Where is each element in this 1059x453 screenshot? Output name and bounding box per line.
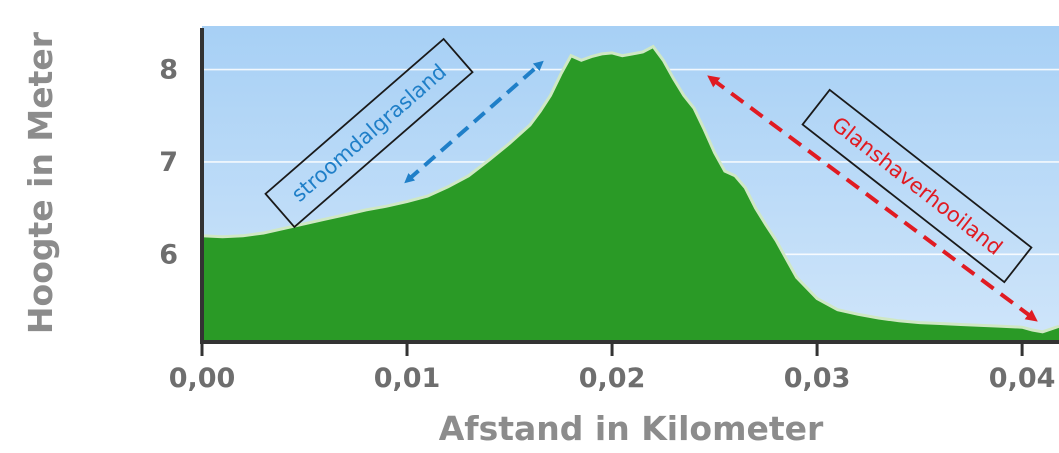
x-tick-labels: 0,00 0,01 0,02 0,03 0,04 bbox=[169, 342, 1056, 394]
y-tick-labels: 6 7 8 bbox=[159, 55, 178, 271]
x-tick-label: 0,03 bbox=[784, 363, 851, 394]
arrow-glanshaverhooiland bbox=[707, 75, 1038, 322]
x-tick-label: 0,02 bbox=[579, 363, 646, 394]
y-tick-label: 8 bbox=[159, 55, 178, 86]
elevation-area bbox=[202, 46, 1059, 342]
x-tick-label: 0,00 bbox=[169, 363, 236, 394]
y-tick-label: 6 bbox=[159, 239, 178, 270]
y-axis-title: Hoogte in Meter bbox=[21, 31, 60, 334]
arrow-stroomdalgrasland bbox=[404, 60, 544, 184]
y-tick-label: 7 bbox=[159, 147, 178, 178]
x-axis-title: Afstand in Kilometer bbox=[439, 409, 824, 448]
x-tick-label: 0,01 bbox=[374, 363, 441, 394]
annotation-box-stroomdalgrasland bbox=[264, 37, 474, 229]
x-tick-label: 0,04 bbox=[989, 363, 1056, 394]
